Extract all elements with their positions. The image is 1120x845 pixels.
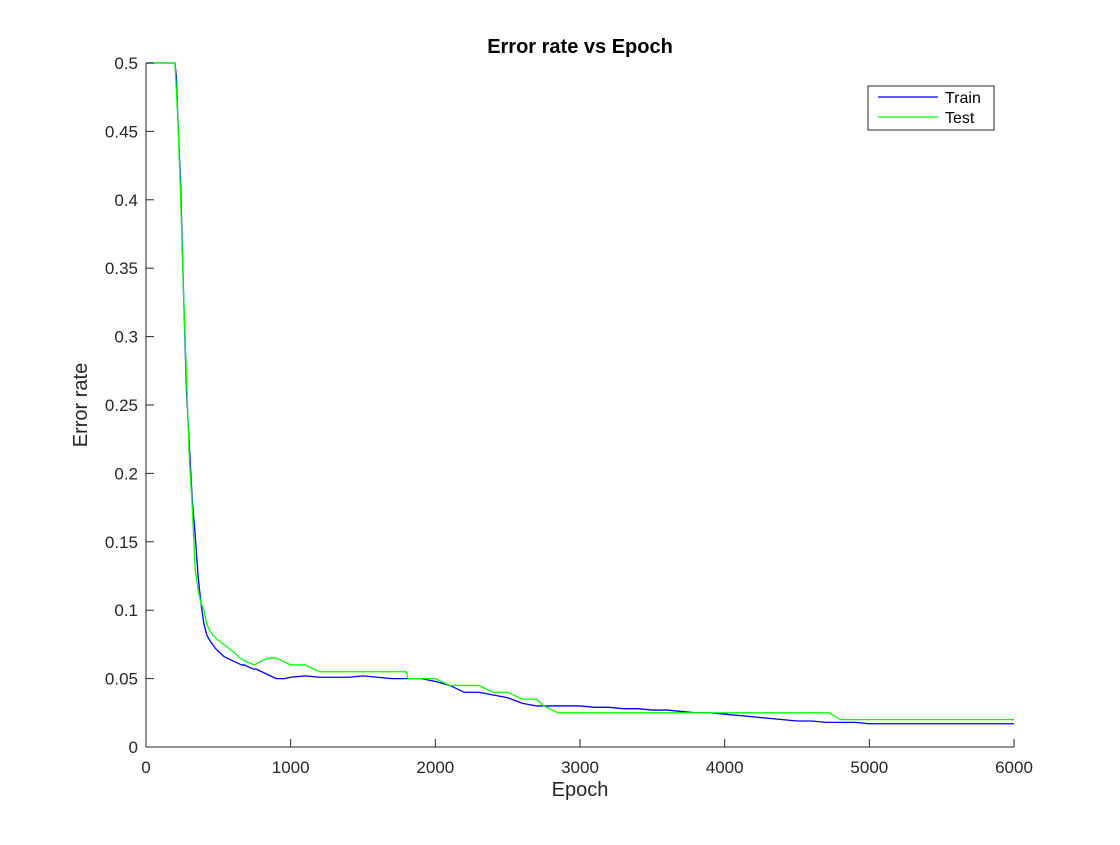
legend-box	[867, 85, 995, 131]
y-tick-label: 0.5	[114, 54, 138, 73]
y-tick-label: 0.3	[114, 328, 138, 347]
x-tick-label: 6000	[995, 758, 1033, 777]
x-tick-label: 2000	[416, 758, 454, 777]
series-line-train	[146, 62, 1014, 725]
y-axis-label: Error rate	[70, 363, 92, 447]
x-tick-label: 5000	[850, 758, 888, 777]
x-tick-label: 4000	[706, 758, 744, 777]
y-tick-label: 0.25	[105, 396, 138, 415]
y-tick-label: 0	[129, 738, 138, 757]
y-tick-label: 0.4	[114, 191, 138, 210]
x-tick-label: 1000	[272, 758, 310, 777]
y-tick-label: 0.1	[114, 601, 138, 620]
x-tick-label: 0	[141, 758, 150, 777]
series-line-test	[146, 62, 1014, 721]
plot-area	[146, 63, 1014, 747]
x-axis-label: Epoch	[552, 779, 609, 801]
x-tick-label: 3000	[561, 758, 599, 777]
y-tick-label: 0.45	[105, 122, 138, 141]
legend-label-test: Test	[945, 110, 975, 127]
legend: Train Test	[867, 85, 995, 131]
y-tick-label: 0.15	[105, 533, 138, 552]
y-tick-label: 0.35	[105, 259, 138, 278]
y-tick-label: 0.2	[114, 464, 138, 483]
legend-label-train: Train	[945, 90, 981, 107]
y-tick-label: 0.05	[105, 670, 138, 689]
chart-title: Error rate vs Epoch	[487, 36, 673, 58]
